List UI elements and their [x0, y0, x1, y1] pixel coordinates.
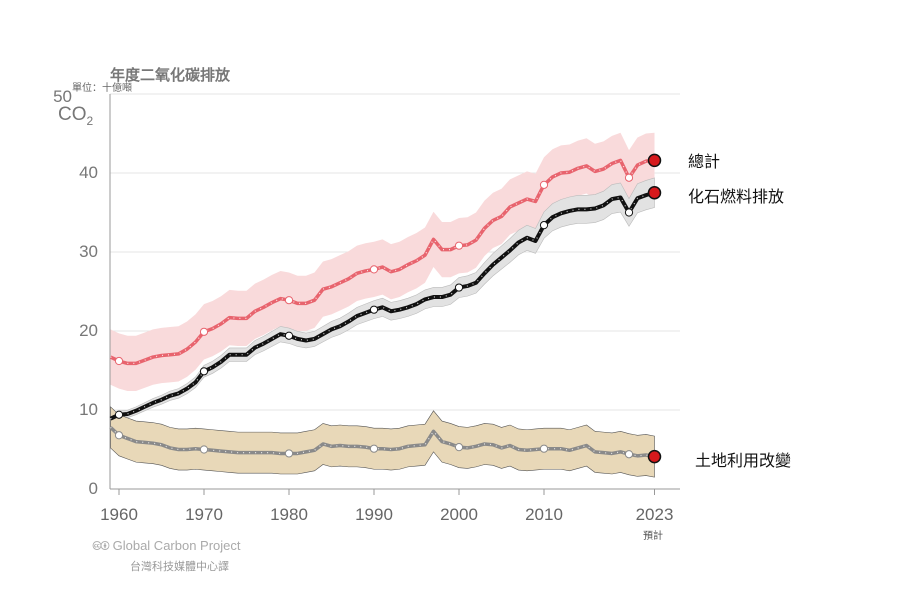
y-tick-label: 10 [79, 400, 98, 419]
series-dots [110, 192, 655, 420]
x-tick-label: 1960 [100, 505, 138, 524]
data-point [454, 241, 464, 250]
data-point [539, 180, 549, 189]
uncertainty-band-1 [110, 177, 655, 423]
data-point [539, 444, 549, 453]
end-marker [647, 153, 662, 168]
data-point [284, 449, 294, 458]
data-point [369, 305, 379, 314]
data-point [369, 444, 379, 453]
data-point [114, 356, 124, 366]
x-tick-label: 2010 [525, 505, 563, 524]
data-point [199, 445, 209, 454]
end-marker [647, 449, 662, 464]
y-tick-label: 30 [79, 242, 98, 261]
uncertainty-band-2 [110, 406, 655, 478]
series-label: 化石燃料排放 [688, 188, 785, 206]
series-line [109, 158, 655, 366]
x-tick-label: 2000 [440, 505, 478, 524]
data-point [454, 443, 464, 452]
data-point [624, 450, 634, 459]
y-tick-label: 0 [88, 479, 98, 498]
y-tick-label: 40 [79, 163, 98, 182]
y-tick-label: 50 [53, 87, 72, 106]
series-label: 土地利用改變 [695, 452, 792, 470]
series-label: 總計 [688, 154, 721, 172]
data-point [284, 331, 294, 340]
x-tick-label: 1990 [355, 505, 393, 524]
x-tick-label: 2023 [635, 505, 674, 524]
data-point [454, 283, 464, 292]
data-point [199, 327, 209, 336]
data-point [624, 173, 634, 182]
data-point [539, 221, 549, 230]
series-line [109, 190, 656, 421]
y-unit: 單位：十億噸 [72, 83, 132, 94]
data-point [284, 296, 294, 305]
data-point [624, 208, 634, 217]
source-credit: 🅭🅯 Global Carbon Project [93, 538, 241, 553]
y-axis-label: CO2 [58, 104, 93, 128]
x-tick-label: 1970 [185, 505, 223, 524]
data-point [114, 431, 124, 440]
translator-credit: 台灣科技媒體中心譯 [130, 561, 229, 573]
data-point [369, 265, 379, 274]
x-tick-label: 1980 [270, 505, 308, 524]
uncertainty-band-0 [110, 132, 655, 392]
data-point [114, 410, 124, 419]
estimate-note: 預計 [643, 531, 663, 542]
data-point [199, 367, 209, 376]
y-tick-label: 20 [79, 321, 98, 340]
end-marker [647, 186, 662, 200]
y-axis-label-text: CO2 [58, 104, 94, 128]
chart-title: 年度二氧化碳排放 [110, 67, 231, 84]
